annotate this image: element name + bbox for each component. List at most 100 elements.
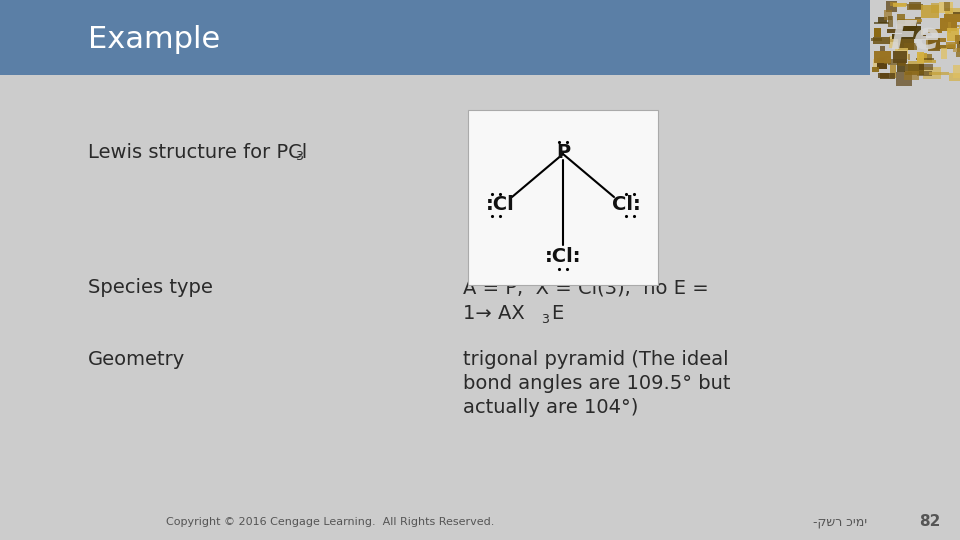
Bar [948,22,951,32]
Bar [923,68,941,79]
Bar [904,43,917,50]
Bar [880,73,896,79]
Bar [956,52,960,57]
Bar [877,17,887,23]
Text: P: P [556,143,570,161]
Bar [904,64,924,75]
Bar [893,51,907,63]
Bar [902,25,921,38]
Bar [952,48,960,52]
Bar [917,52,924,63]
Text: 3: 3 [541,313,549,326]
Bar [920,53,932,62]
Bar [898,62,906,66]
Bar [928,40,939,50]
Text: actually are 104°): actually are 104°) [463,398,638,417]
Text: trigonal pyramid (The ideal: trigonal pyramid (The ideal [463,350,729,369]
Bar [893,33,901,39]
Text: Copyright © 2016 Cengage Learning.  All Rights Reserved.: Copyright © 2016 Cengage Learning. All R… [166,517,494,527]
Bar [922,5,939,18]
Bar [884,10,893,20]
Bar [909,2,922,9]
Text: bond angles are 109.5° but: bond angles are 109.5° but [463,374,731,393]
Bar [878,57,885,61]
Bar [895,48,908,59]
Bar [936,45,954,49]
Bar [915,19,922,22]
Bar [941,48,947,59]
Bar [928,29,942,32]
Bar [947,14,949,20]
Bar [896,72,912,86]
Bar [936,42,940,49]
Bar [953,65,960,78]
Text: Species type: Species type [88,278,213,297]
Bar [906,4,923,10]
Text: Example: Example [88,24,220,53]
Text: E: E [551,304,564,323]
Bar [957,41,960,52]
Bar [916,58,934,60]
Text: Lewis structure for PCl: Lewis structure for PCl [88,143,307,161]
Bar [928,38,947,42]
Bar [879,51,891,58]
Bar [920,30,923,38]
Bar [915,35,926,39]
Bar [889,36,899,49]
Bar [890,2,897,6]
Bar [908,61,924,73]
Bar [920,53,926,61]
Bar [940,2,953,12]
Bar [884,56,891,64]
Bar [940,18,957,31]
Bar [925,38,933,48]
Bar [886,2,897,12]
Text: Fe: Fe [890,18,940,57]
Bar [948,44,955,48]
Bar [893,3,907,6]
Bar [946,8,960,14]
Bar [875,28,880,37]
Bar [920,60,936,63]
Bar [898,39,914,50]
Bar [907,54,909,59]
Bar [875,22,889,24]
Bar [894,3,906,6]
Text: Cl:: Cl: [612,195,640,214]
Text: :Cl:: :Cl: [544,247,581,267]
Bar [945,14,960,22]
Bar [871,38,882,41]
Bar [950,25,960,28]
Bar [897,40,902,43]
Text: Geometry: Geometry [88,350,185,369]
Text: 82: 82 [920,515,941,530]
Bar [887,29,903,33]
Text: 3: 3 [295,151,302,164]
Bar [908,27,913,36]
Bar [0,0,870,75]
Bar [959,25,960,29]
Bar [874,58,877,68]
Bar [897,18,916,31]
Bar [919,64,933,70]
Bar [878,73,889,78]
Bar [903,71,919,80]
Bar [888,59,905,65]
Bar [888,16,893,26]
Bar [953,12,960,15]
Bar [880,46,885,51]
Bar [931,3,939,13]
Bar [876,58,887,69]
Bar [948,73,960,81]
Bar [947,42,956,48]
Text: A = P,  X = Cl(3),  no E =: A = P, X = Cl(3), no E = [463,278,708,297]
Bar [928,38,940,51]
Bar [890,39,902,42]
Bar [911,23,918,29]
Bar [948,28,959,42]
Bar [902,34,914,37]
Bar [959,41,960,44]
Bar [897,60,905,72]
Bar [890,65,896,78]
Bar [929,72,948,75]
